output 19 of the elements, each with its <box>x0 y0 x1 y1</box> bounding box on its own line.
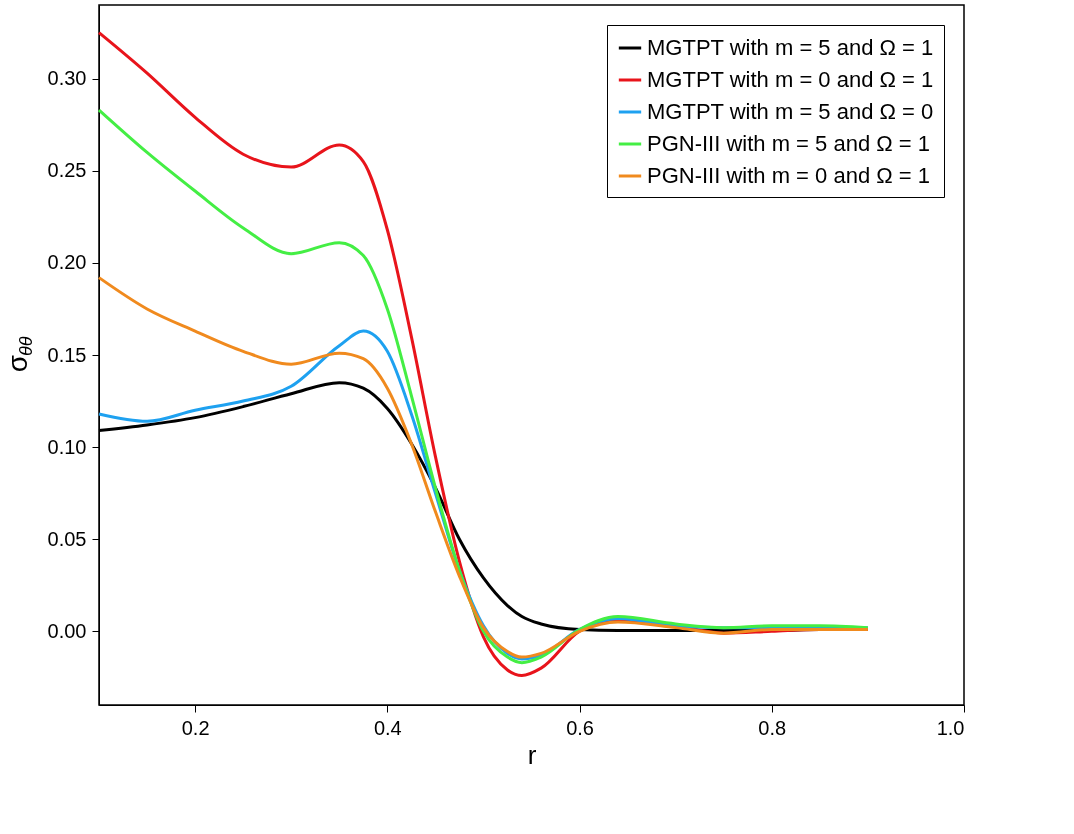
y-tick-label: 0.00 <box>47 619 87 642</box>
y-axis-title: σθθ <box>2 336 36 373</box>
y-tick-label: 0.25 <box>47 159 87 182</box>
y-tick-label: 0.30 <box>47 67 87 90</box>
x-axis-title: r <box>527 739 537 770</box>
y-tick-label: 0.20 <box>47 251 87 274</box>
legend-label: PGN-III with m = 5 and Ω = 1 <box>647 131 931 156</box>
x-tick-label: 0.6 <box>566 716 594 739</box>
y-tick-label: 0.15 <box>47 343 87 366</box>
x-tick-label: 0.2 <box>181 716 210 739</box>
x-tick-label: 1.0 <box>936 716 965 739</box>
y-tick-label: 0.10 <box>47 435 87 458</box>
legend-label: MGTPT with m = 0 and Ω = 1 <box>647 67 934 92</box>
legend-label: MGTPT with m = 5 and Ω = 0 <box>647 99 934 124</box>
x-tick-label: 0.8 <box>758 716 787 739</box>
legend-label: MGTPT with m = 5 and Ω = 1 <box>647 35 934 60</box>
x-tick-label: 0.4 <box>373 716 402 739</box>
y-tick-label: 0.05 <box>47 527 87 550</box>
legend-label: PGN-III with m = 0 and Ω = 1 <box>647 163 931 188</box>
